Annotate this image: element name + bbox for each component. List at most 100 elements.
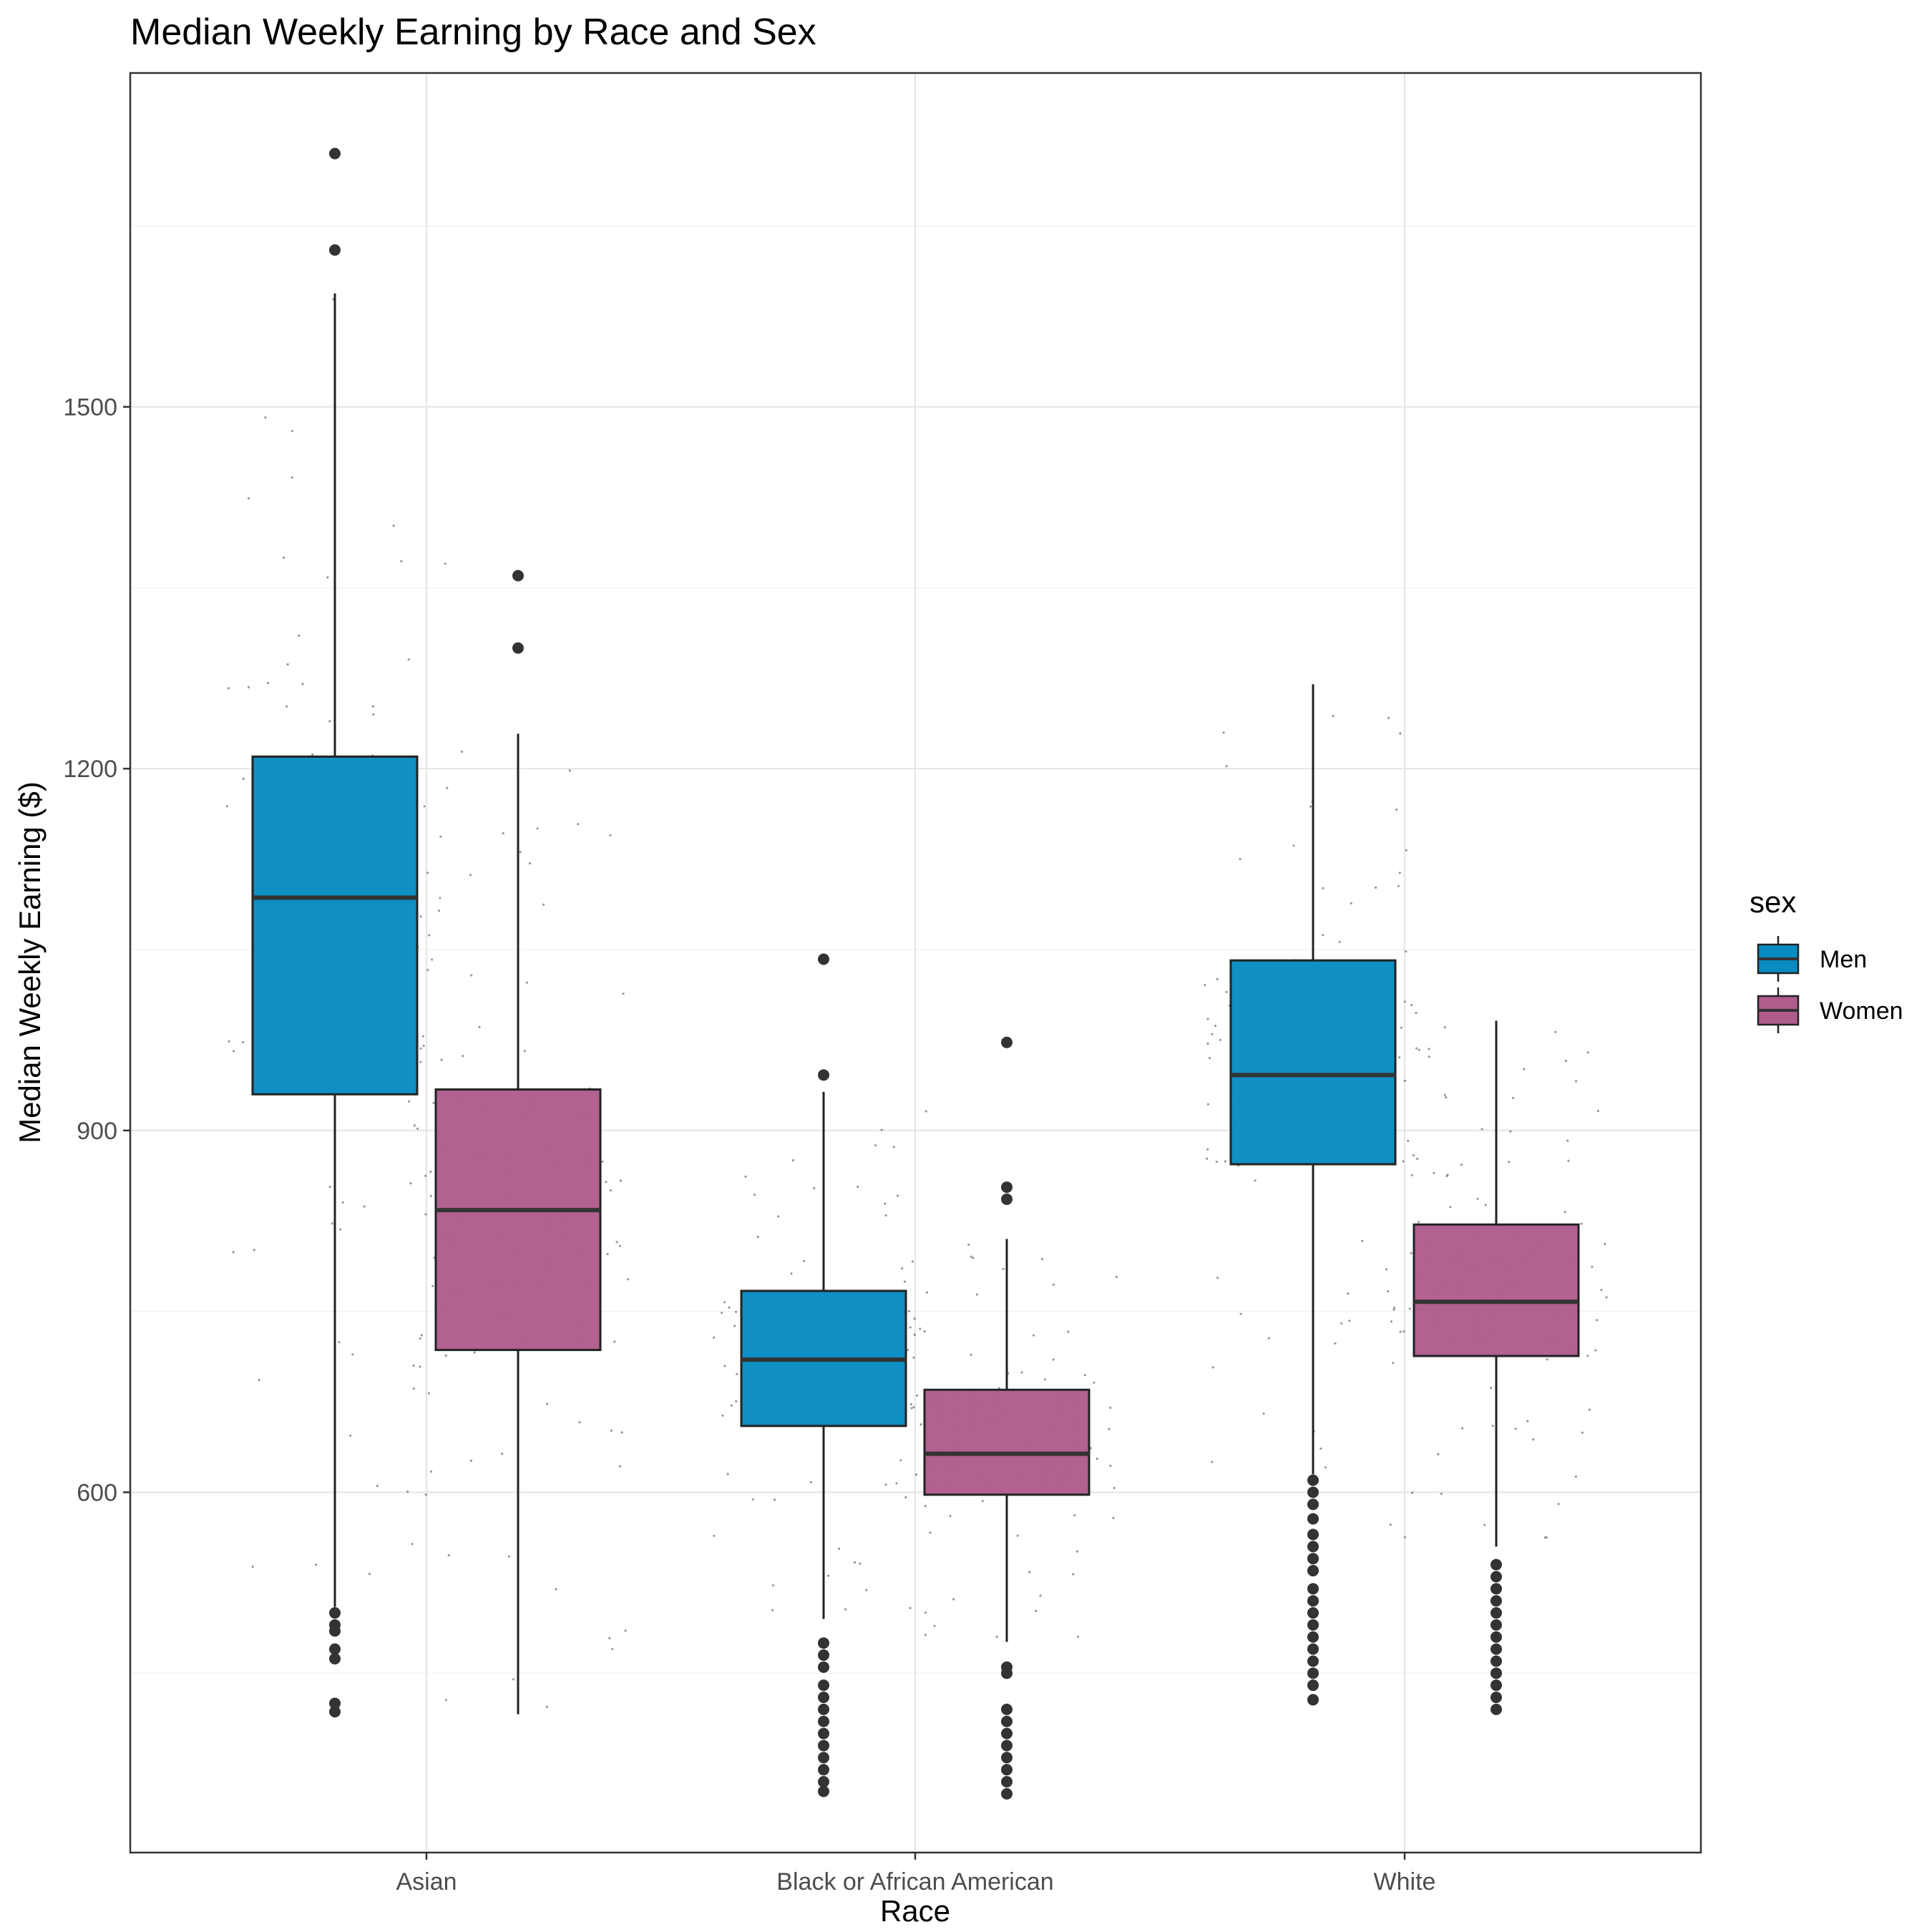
outlier-point	[1491, 1631, 1502, 1643]
jitter-point	[1375, 886, 1377, 889]
jitter-point	[400, 560, 403, 562]
jitter-point	[1052, 1358, 1055, 1361]
jitter-point	[428, 934, 431, 937]
jitter-point	[1216, 977, 1219, 980]
jitter-point	[1440, 1492, 1443, 1496]
outlier-point	[818, 1661, 829, 1673]
jitter-point	[771, 1609, 774, 1611]
outlier-point	[818, 1740, 829, 1752]
jitter-point	[1428, 1048, 1430, 1050]
jitter-point	[1262, 1413, 1265, 1415]
chart-title: Median Weekly Earning by Race and Sex	[130, 11, 816, 53]
jitter-point	[1350, 902, 1352, 904]
jitter-point	[924, 1611, 927, 1614]
jitter-point	[376, 1484, 379, 1488]
outlier-point	[512, 642, 524, 654]
box-women-1	[434, 570, 602, 1714]
jitter-point	[1020, 1371, 1023, 1374]
jitter-point	[1072, 1573, 1075, 1576]
jitter-point	[519, 851, 522, 854]
jitter-point	[874, 1144, 877, 1147]
jitter-point	[609, 1189, 613, 1192]
y-tick-label: 1500	[63, 394, 117, 421]
jitter-point	[424, 1213, 427, 1216]
legend-label: Men	[1820, 946, 1867, 973]
jitter-point	[1405, 849, 1407, 852]
box-men-1	[251, 147, 419, 1718]
jitter-point	[1403, 1079, 1406, 1083]
jitter-point	[568, 769, 571, 772]
jitter-point	[439, 835, 442, 838]
jitter-point	[933, 1624, 936, 1627]
jitter-point	[896, 1194, 899, 1197]
jitter-point	[1580, 1222, 1583, 1225]
jitter-point	[407, 1100, 411, 1103]
jitter-point	[895, 1482, 898, 1485]
jitter-point	[478, 1025, 481, 1029]
outlier-point	[1001, 1727, 1013, 1740]
y-axis-title: Median Weekly Earning ($)	[13, 781, 47, 1143]
outlier-point	[1491, 1667, 1502, 1679]
outlier-point	[1001, 1752, 1013, 1764]
jitter-point	[1093, 1381, 1096, 1384]
jitter-point	[1073, 1514, 1076, 1517]
jitter-point	[311, 753, 314, 756]
jitter-point	[1512, 1096, 1515, 1100]
jitter-point	[419, 1337, 421, 1340]
jitter-point	[1523, 1068, 1526, 1070]
outlier-point	[1001, 1764, 1013, 1776]
jitter-point	[1605, 1296, 1608, 1299]
jitter-point	[605, 1181, 608, 1184]
outlier-point	[1307, 1583, 1319, 1595]
jitter-point	[734, 1310, 738, 1313]
jitter-point	[1035, 1609, 1038, 1612]
jitter-point	[301, 683, 304, 686]
jitter-point	[1416, 1157, 1419, 1161]
jitter-point	[331, 1222, 333, 1225]
jitter-point	[282, 556, 286, 560]
jitter-point	[756, 1236, 759, 1239]
jitter-point	[913, 1317, 916, 1320]
jitter-point	[1206, 1042, 1209, 1045]
jitter-point	[837, 1547, 841, 1551]
jitter-point	[1215, 1161, 1218, 1163]
jitter-point	[1225, 990, 1228, 993]
jitter-point	[1209, 1057, 1211, 1060]
jitter-point	[470, 974, 473, 977]
outlier-point	[818, 1752, 829, 1764]
jitter-point	[447, 1553, 450, 1557]
outlier-point	[818, 1069, 829, 1081]
jitter-point	[615, 1241, 618, 1244]
jitter-point	[1461, 1427, 1464, 1430]
jitter-point	[1574, 1475, 1577, 1478]
jitter-point	[1433, 1171, 1435, 1174]
jitter-point	[1211, 1460, 1214, 1463]
jitter-point	[1410, 1252, 1413, 1254]
jitter-point	[1410, 1003, 1413, 1007]
jitter-point	[1596, 1319, 1599, 1322]
jitter-point	[1399, 732, 1402, 735]
jitter-point	[227, 687, 230, 690]
jitter-point	[251, 1565, 254, 1568]
jitter-point	[949, 1514, 952, 1518]
jitter-point	[903, 1280, 907, 1283]
jitter-point	[228, 1040, 230, 1043]
outlier-point	[1307, 1655, 1319, 1667]
jitter-point	[884, 1202, 887, 1205]
jitter-point	[1387, 1290, 1390, 1293]
jitter-point	[1402, 1330, 1405, 1333]
jitter-point	[371, 705, 374, 708]
jitter-point	[723, 1365, 726, 1367]
jitter-point	[407, 658, 410, 661]
outlier-point	[329, 1625, 341, 1637]
jitter-point	[439, 897, 441, 899]
outlier-point	[818, 1715, 829, 1727]
jitter-point	[627, 1278, 630, 1281]
jitter-point	[899, 1459, 902, 1462]
jitter-point	[884, 1483, 887, 1486]
jitter-point	[286, 705, 288, 708]
jitter-point	[923, 1330, 926, 1333]
jitter-point	[1028, 1571, 1031, 1574]
outlier-point	[1307, 1667, 1319, 1679]
